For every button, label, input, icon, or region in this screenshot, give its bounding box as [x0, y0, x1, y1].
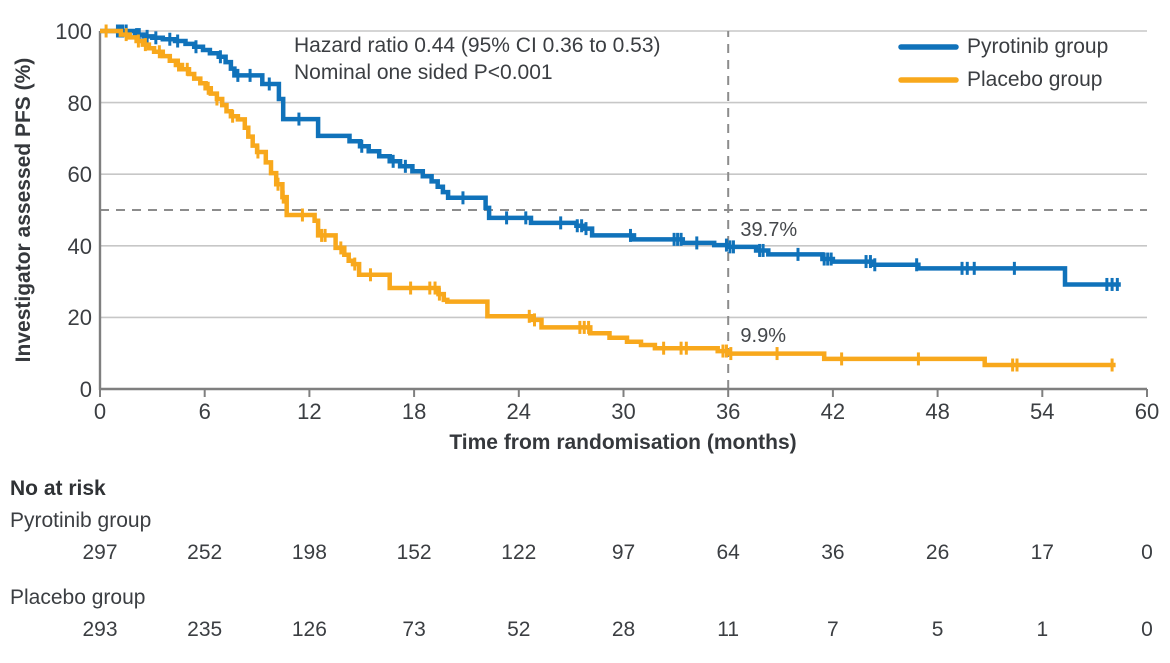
x-tick-label-12: 12	[297, 399, 322, 424]
risk-count: 52	[507, 618, 531, 641]
risk-row-label-pyrotinib: Pyrotinib group	[10, 509, 152, 532]
risk-count: 73	[402, 618, 426, 641]
hazard-ratio-annotation: Hazard ratio 0.44 (95% CI 0.36 to 0.53) …	[294, 32, 661, 86]
survival-curve-pyrotinib	[100, 28, 1121, 287]
risk-count: 97	[611, 541, 636, 564]
y-tick-label-20: 20	[67, 305, 92, 331]
y-tick-label-80: 80	[67, 90, 92, 116]
y-tick-label-0: 0	[79, 377, 92, 402]
risk-count: 28	[611, 618, 636, 641]
x-axis-title: Time from randomisation (months)	[449, 431, 797, 454]
x-tick-label-42: 42	[820, 399, 846, 424]
survival-curve-placebo	[100, 28, 1116, 368]
x-tick-label-18: 18	[401, 399, 427, 424]
x-tick-label-30: 30	[611, 399, 636, 424]
risk-count: 26	[925, 541, 950, 564]
risk-count: 297	[82, 541, 118, 564]
y-tick-label-60: 60	[67, 162, 92, 188]
risk-count: 17	[1030, 541, 1054, 564]
value-label: 9.9%	[740, 325, 786, 348]
legend-label-placebo: Placebo group	[967, 68, 1103, 91]
x-tick-label-0: 0	[93, 399, 107, 424]
risk-count: 235	[187, 618, 223, 641]
risk-table-title: No at risk	[10, 477, 106, 500]
risk-count: 198	[291, 541, 327, 564]
value-label: 39.7%	[740, 218, 798, 241]
risk-count: 252	[187, 541, 223, 564]
x-tick-label-60: 60	[1134, 399, 1160, 424]
risk-count: 64	[716, 541, 740, 564]
x-tick-label-36: 36	[715, 399, 741, 424]
km-plot-canvas	[98, 24, 1148, 397]
risk-count: 7	[827, 618, 839, 641]
risk-count: 0	[1141, 618, 1153, 641]
y-tick-label-100: 100	[55, 19, 92, 44]
risk-count: 122	[501, 541, 537, 564]
risk-count: 126	[291, 618, 327, 641]
y-tick-label-40: 40	[67, 233, 92, 259]
legend-label-pyrotinib: Pyrotinib group	[967, 35, 1109, 58]
p-value-line: Nominal one sided P<0.001	[294, 61, 553, 84]
y-axis-title: Investigator assessed PFS (%)	[12, 57, 35, 363]
risk-count: 11	[717, 618, 740, 641]
hazard-ratio-line: Hazard ratio 0.44 (95% CI 0.36 to 0.53)	[294, 34, 661, 57]
risk-count: 36	[821, 541, 845, 564]
x-tick-label-24: 24	[506, 399, 532, 424]
x-tick-label-6: 6	[198, 399, 211, 424]
x-tick-label-48: 48	[925, 399, 950, 424]
risk-count: 152	[396, 541, 432, 564]
risk-count: 5	[931, 618, 944, 641]
risk-count: 1	[1036, 618, 1049, 641]
x-tick-label-54: 54	[1030, 399, 1055, 424]
risk-count: 293	[82, 618, 118, 641]
risk-row-label-placebo: Placebo group	[10, 586, 146, 609]
risk-count: 0	[1141, 541, 1153, 564]
